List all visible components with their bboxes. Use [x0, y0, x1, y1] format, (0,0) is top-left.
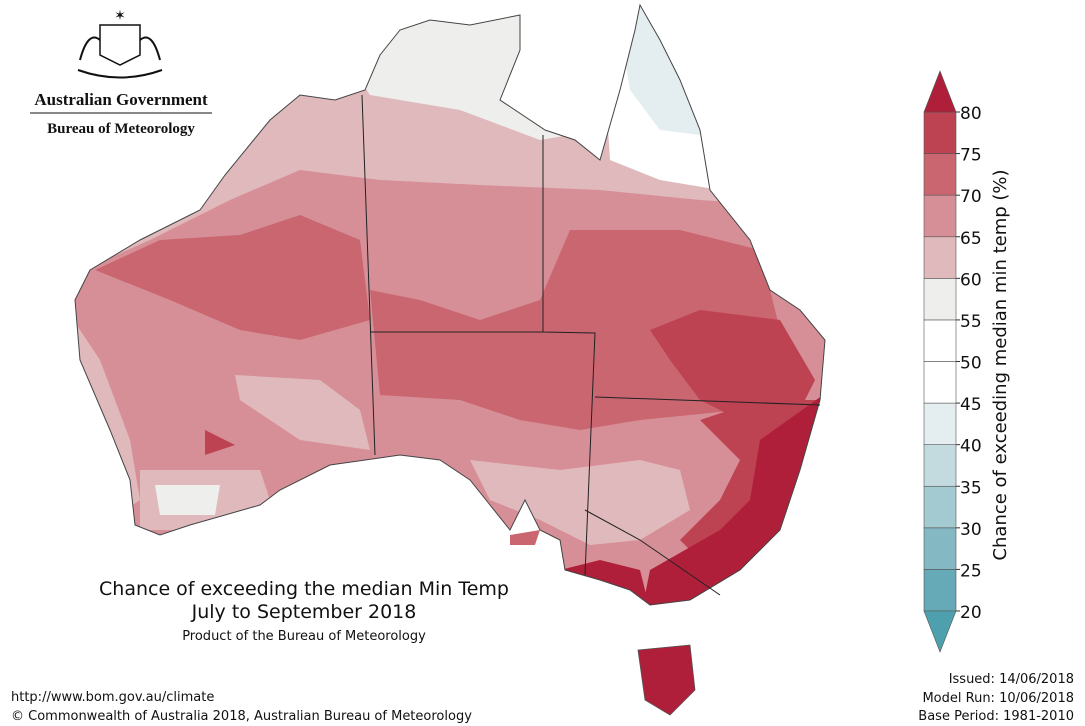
colorbar-bin — [923, 278, 957, 321]
colorbar-bin — [923, 485, 957, 529]
model-run: Model Run: 10/06/2018 — [922, 691, 1074, 706]
colorbar-bin — [923, 569, 957, 612]
colorbar-tick-label: 25 — [960, 561, 982, 581]
colorbar-bin — [923, 361, 957, 404]
colorbar-bin — [923, 236, 957, 279]
map-credit: Product of the Bureau of Meteorology — [182, 629, 426, 644]
colorbar-bin — [923, 111, 957, 154]
coastline — [74, 3, 826, 606]
colorbar-bin — [923, 319, 957, 362]
map-title: Chance of exceeding the median Min Temp — [99, 578, 509, 600]
colorbar-tick-label: 60 — [960, 270, 982, 290]
colorbar-bin — [923, 527, 957, 570]
colorbar-tick-label: 30 — [960, 520, 982, 540]
agency-name: Bureau of Meteorology — [47, 121, 195, 137]
colorbar: 20 25 30 35 40 45 50 55 60 65 70 75 80 — [923, 70, 982, 653]
colorbar-tick-label: 65 — [960, 229, 982, 249]
colorbar-tick-label: 40 — [960, 437, 982, 457]
colorbar-tick-label: 70 — [960, 187, 982, 207]
colorbar-label: Chance of exceeding median min temp (%) — [990, 169, 1011, 560]
government-name: Australian Government — [34, 90, 208, 109]
copyright: © Commonwealth of Australia 2018, Austra… — [11, 709, 472, 724]
colorbar-tick-label: 45 — [960, 395, 982, 415]
colorbar-bin — [923, 194, 957, 238]
colorbar-bin — [923, 444, 957, 487]
colorbar-tick-label: 50 — [960, 354, 982, 374]
logo: ✶ — [77, 8, 163, 79]
kangaroo-island — [510, 530, 540, 545]
colorbar-under — [923, 610, 957, 653]
url: http://www.bom.gov.au/climate — [11, 690, 214, 705]
issued: Issued: 14/06/2018 — [949, 672, 1074, 687]
map-period: July to September 2018 — [191, 601, 417, 623]
colorbar-tick-label: 35 — [960, 478, 982, 498]
colorbar-over — [923, 70, 957, 113]
colorbar-tick-label: 80 — [960, 104, 982, 124]
state-borders — [361, 94, 821, 596]
tasmania — [637, 644, 696, 716]
svg-text:✶: ✶ — [114, 8, 126, 24]
colorbar-tick-label: 55 — [960, 312, 982, 332]
colorbar-tick-label: 20 — [960, 603, 982, 623]
base-period: Base Period: 1981-2010 — [918, 709, 1074, 724]
colorbar-tick-label: 75 — [960, 146, 982, 166]
colorbar-bin — [923, 402, 957, 445]
colorbar-bin — [923, 153, 957, 196]
